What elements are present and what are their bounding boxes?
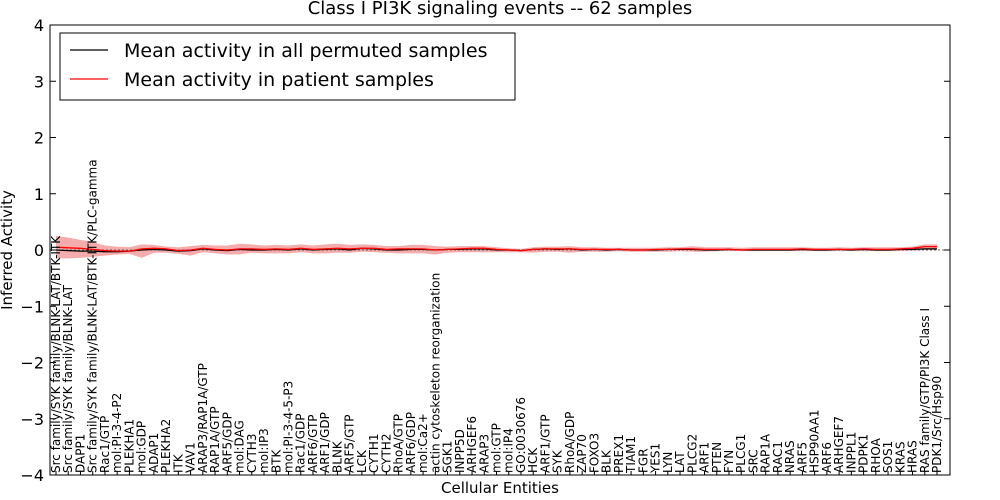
x-tick-label: RhoA/GTP	[392, 414, 406, 473]
x-tick-label: SOS1	[881, 441, 895, 473]
x-tick-label: INPP5D	[453, 429, 467, 473]
x-tick-label: RAS family/GTP/PI3K Class I	[918, 308, 932, 473]
x-tick-label: FGR	[636, 448, 650, 473]
x-tick-label: HCK	[526, 447, 540, 473]
x-tick-label: actin cytoskeleton reorganization	[428, 273, 442, 473]
x-tick-label: BLNK	[330, 440, 344, 473]
x-tick-label: DAPP1	[74, 434, 88, 473]
x-tick-label: LCK	[355, 449, 369, 473]
x-tick-label: LAT	[673, 451, 687, 473]
x-tick-label: BLK	[600, 449, 614, 473]
x-tick-label: TIAM1	[624, 436, 638, 474]
x-tick-label: PLEKHA1	[122, 419, 136, 473]
chart-title: Class I PI3K signaling events -- 62 samp…	[308, 0, 693, 19]
x-tick-label: PREX1	[612, 434, 626, 473]
x-tick-label: NRAS	[783, 440, 797, 473]
x-tick-label: PLEKHA2	[159, 419, 173, 473]
x-tick-label: ADAP1	[147, 433, 161, 473]
variance-band	[56, 235, 937, 259]
x-tick-label: mol:IP3	[257, 428, 271, 473]
plot-area	[50, 235, 950, 259]
x-axis-label: Cellular Entities	[441, 479, 559, 497]
x-tick-label: ZAP70	[575, 434, 589, 473]
x-tick-label: Rac1/GTP	[98, 416, 112, 473]
plot-frame	[49, 24, 951, 476]
y-axis-label: Inferred Activity	[0, 190, 16, 310]
y-tick-label: 0	[34, 241, 44, 260]
x-tick-label: YES1	[649, 443, 663, 474]
x-tick-label: mol:DAG	[233, 420, 247, 473]
x-tick-label: RHOA	[869, 437, 883, 473]
x-tick-label: ARF5	[795, 442, 809, 473]
x-tick-label: HRAS	[906, 440, 920, 473]
x-tick-label: VAV1	[184, 442, 198, 473]
x-tick-label: RAP1A	[759, 433, 773, 473]
legend-label-permuted: Mean activity in all permuted samples	[124, 40, 487, 62]
x-tick-label: SRC	[747, 449, 761, 473]
x-tick-label: Src family/SYK family/BLNK-LAT	[61, 284, 75, 473]
x-tick-label: ARF1/GDP	[318, 412, 332, 473]
x-tick-label: SGK1	[441, 441, 455, 473]
x-tick-label: ARAP3/RAP1A/GTP	[196, 363, 210, 473]
x-tick-label: CYTH1	[367, 433, 381, 473]
x-tick-label: HSP90AA1	[808, 409, 822, 473]
x-tick-label: RAC1	[771, 441, 785, 473]
x-tick-label: INPPL1	[844, 432, 858, 473]
x-tick-label: PDK1/Src/Hsp90	[930, 376, 944, 473]
x-tick-label: CYTH3	[245, 434, 259, 474]
x-tick-label: CYTH2	[379, 434, 393, 474]
x-tick-label: Rac1/GDP	[294, 413, 308, 472]
x-tick-label: mol:PI-3-4-P2	[110, 393, 124, 473]
x-tick-label: ITK	[171, 453, 185, 473]
x-tick-label: mol:IP4	[502, 428, 516, 473]
x-tick-label: ARF5/GDP	[220, 412, 234, 473]
x-tick-label: LYN	[661, 452, 675, 473]
x-tick-label: mol:GTP	[490, 423, 504, 473]
y-tick-label: 3	[34, 72, 44, 91]
x-tick-label: PTEN	[710, 442, 724, 473]
legend-label-patient: Mean activity in patient samples	[124, 69, 434, 91]
y-axis: −4 −3 −2 −1 0 1 2 3 4	[20, 16, 950, 485]
x-tick-label: ARF6/GDP	[404, 412, 418, 473]
x-tick-label: GO:0030676	[514, 397, 528, 473]
x-tick-label: ARHGEF6	[465, 416, 479, 473]
x-tick-label: ARAP3	[477, 434, 491, 473]
x-tick-label: FOXO3	[587, 433, 601, 473]
x-tick-label: ARF1/GTP	[538, 414, 552, 473]
series-line-patient	[55, 245, 937, 252]
x-tick-label: PLCG2	[685, 434, 699, 473]
x-tick-label: PDPK1	[857, 434, 871, 473]
y-tick-label: −1	[20, 297, 44, 316]
x-tick-label: Src family/SYK family/BLNK-LAT/BTK-ITK	[49, 235, 63, 473]
x-tick-label: RhoA/GDP	[563, 412, 577, 473]
y-tick-label: 2	[34, 129, 44, 148]
x-tick-label: KRAS	[893, 441, 907, 473]
x-tick-label: RAP1A/GTP	[208, 406, 222, 473]
legend: Mean activity in all permuted samples Me…	[59, 32, 516, 101]
legend-box	[59, 32, 516, 101]
y-tick-label: −4	[20, 466, 44, 485]
y-tick-label: −3	[20, 410, 44, 429]
x-tick-label: ARF1	[698, 442, 712, 473]
x-tick-label: mol:GDP	[135, 421, 149, 473]
x-tick-label: PLCG1	[734, 434, 748, 473]
x-tick-label: FYN	[722, 450, 736, 473]
y-tick-label: 4	[34, 16, 44, 35]
x-tick-label: BTK	[269, 448, 283, 473]
x-tick-label: ARF5/GTP	[343, 414, 357, 473]
y-tick-label: −2	[20, 354, 44, 373]
x-axis: Src family/SYK family/BLNK-LAT/BTK-ITKSr…	[49, 159, 944, 475]
x-tick-label: ARF6	[820, 442, 834, 473]
y-tick-label: 1	[34, 185, 44, 204]
x-tick-label: mol:Ca2+	[416, 413, 430, 473]
x-tick-label: ARF6/GTP	[306, 414, 320, 473]
x-tick-label: SYK	[551, 449, 565, 473]
x-tick-label: mol:PI-3-4-5-P3	[282, 381, 296, 473]
x-tick-label: ARHGEF7	[832, 416, 846, 473]
x-tick-label: Src family/SYK family/BLNK-LAT/BTK-ITK/P…	[86, 159, 100, 473]
